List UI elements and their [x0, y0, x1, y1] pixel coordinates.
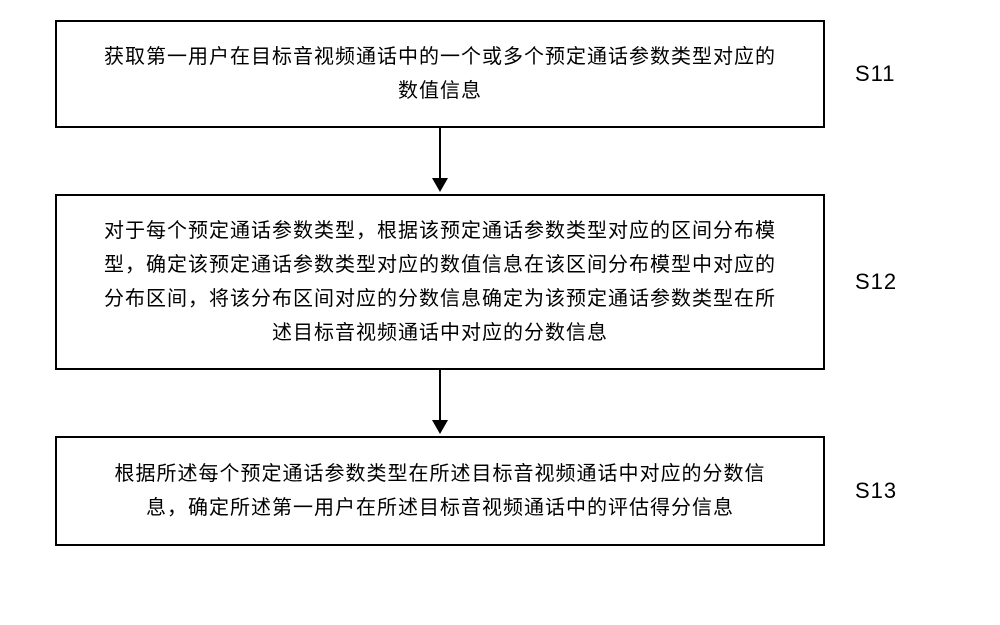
flow-step-row: 对于每个预定通话参数类型，根据该预定通话参数类型对应的区间分布模型，确定该预定通…: [55, 194, 945, 370]
flowchart-container: 获取第一用户在目标音视频通话中的一个或多个预定通话参数类型对应的数值信息 S11…: [55, 20, 945, 546]
flow-step-box-s13: 根据所述每个预定通话参数类型在所述目标音视频通话中对应的分数信息，确定所述第一用…: [55, 436, 825, 546]
flow-step-text: 根据所述每个预定通话参数类型在所述目标音视频通话中对应的分数信息，确定所述第一用…: [97, 457, 783, 525]
arrow-down-icon: [428, 370, 452, 436]
flow-step-label-s11: S11: [855, 61, 896, 87]
flow-connector: [55, 128, 825, 194]
flow-step-label-s12: S12: [855, 269, 897, 295]
flow-step-box-s11: 获取第一用户在目标音视频通话中的一个或多个预定通话参数类型对应的数值信息: [55, 20, 825, 128]
arrow-down-icon: [428, 128, 452, 194]
flow-connector: [55, 370, 825, 436]
flow-step-text: 对于每个预定通话参数类型，根据该预定通话参数类型对应的区间分布模型，确定该预定通…: [97, 214, 783, 350]
flow-step-box-s12: 对于每个预定通话参数类型，根据该预定通话参数类型对应的区间分布模型，确定该预定通…: [55, 194, 825, 370]
flow-step-label-s13: S13: [855, 478, 897, 504]
flow-step-row: 根据所述每个预定通话参数类型在所述目标音视频通话中对应的分数信息，确定所述第一用…: [55, 436, 945, 546]
flow-step-text: 获取第一用户在目标音视频通话中的一个或多个预定通话参数类型对应的数值信息: [97, 40, 783, 108]
flow-step-row: 获取第一用户在目标音视频通话中的一个或多个预定通话参数类型对应的数值信息 S11: [55, 20, 945, 128]
